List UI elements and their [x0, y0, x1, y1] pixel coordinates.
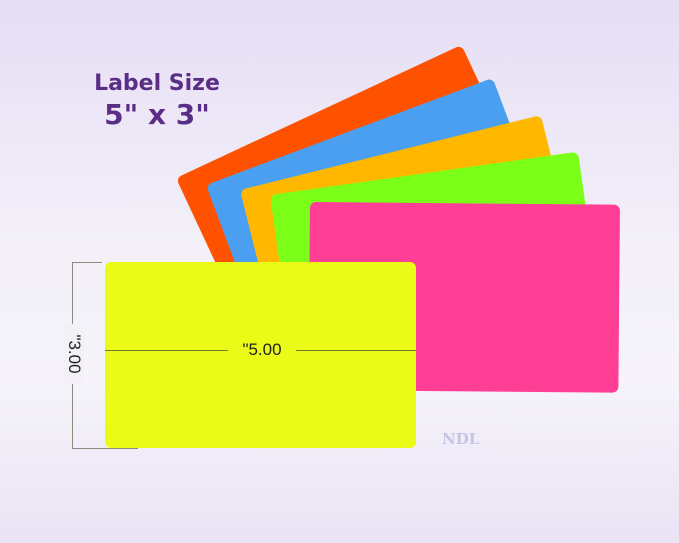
heading-line-2: 5" x 3" — [104, 98, 210, 131]
label-size-heading: Label Size 5" x 3" — [82, 70, 232, 132]
height-tick-top — [72, 262, 102, 263]
height-tick-bottom — [72, 448, 138, 449]
heading-line-1: Label Size — [94, 71, 220, 96]
height-label: "3.00 — [64, 324, 84, 384]
width-label: "5.00 — [228, 340, 296, 360]
ndl-watermark: NDL — [442, 430, 480, 448]
